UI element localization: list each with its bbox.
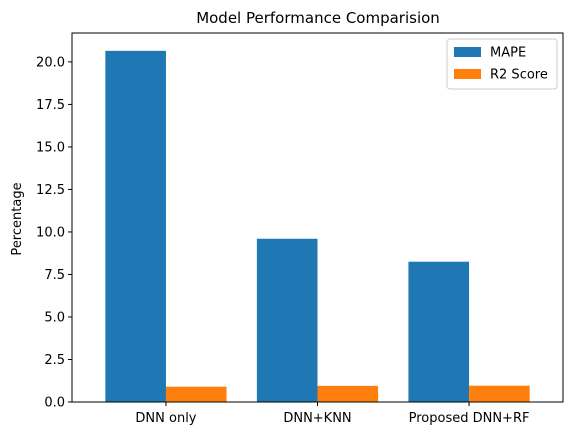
y-tick-label: 20.0 (36, 55, 65, 70)
y-tick-label: 10.0 (36, 225, 65, 240)
legend-label: R2 Score (490, 68, 548, 83)
plot-frame (71, 32, 564, 403)
bar-r2-score-dnn-only (165, 386, 227, 402)
y-tick-label: 7.5 (44, 268, 65, 283)
y-tick-label: 12.5 (36, 183, 65, 198)
legend-swatch (454, 69, 481, 79)
x-tick-label: DNN only (135, 411, 196, 426)
legend: MAPE R2 Score (446, 38, 558, 90)
y-tick-label: 17.5 (36, 98, 65, 113)
bar-r2-score-proposed-dnn-rf (469, 385, 530, 402)
bar-mape-dnn-only (105, 50, 166, 403)
y-tick-label: 15.0 (36, 140, 65, 155)
bar-mape-proposed-dnn-rf (408, 261, 470, 402)
chart-title: Model Performance Comparision (196, 9, 440, 27)
y-tick-label: 0.0 (44, 396, 65, 411)
bar-mape-dnn-knn (256, 238, 318, 402)
x-tick-label: Proposed DNN+RF (409, 411, 530, 426)
x-tick-label: DNN+KNN (283, 411, 351, 426)
plot-area: 0.0 2.5 5.0 7.5 10.0 12.5 15.0 17.5 20.0 DNN only… (36, 50, 530, 426)
legend-label: MAPE (490, 46, 526, 61)
y-tick-label: 5.0 (44, 310, 65, 325)
legend-swatch (454, 47, 481, 57)
bar-r2-score-dnn-knn (317, 385, 379, 402)
y-tick-label: 2.5 (44, 353, 65, 368)
y-axis-label: Percentage (10, 182, 25, 255)
